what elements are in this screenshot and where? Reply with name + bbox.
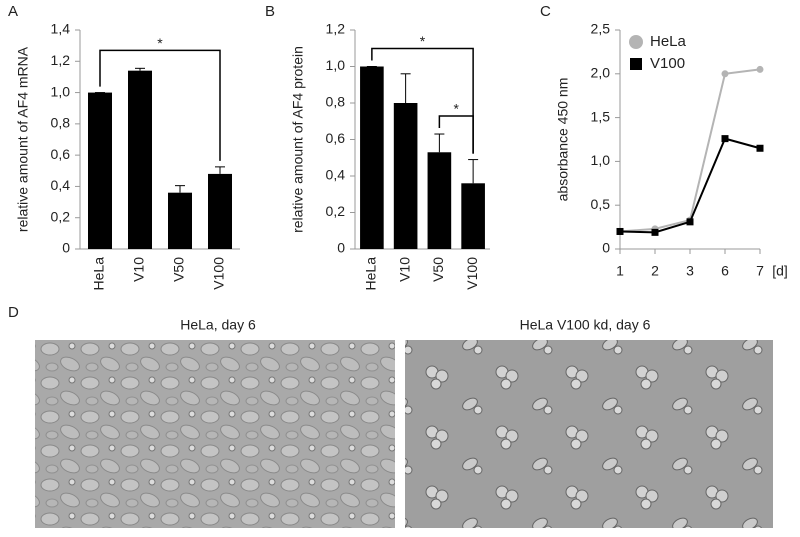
line-marker (651, 228, 659, 236)
x-tick-label: 1 (616, 263, 624, 279)
x-tick-label: HeLa (91, 257, 107, 291)
y-tick-label: 0,4 (326, 167, 346, 183)
significance-bracket (438, 115, 474, 154)
y-tick-label: 2,5 (591, 21, 611, 37)
x-tick-label: HeLa (363, 257, 379, 291)
y-tick-label: 1,0 (326, 57, 346, 73)
significance-bracket (99, 49, 221, 161)
micrograph-hela (35, 340, 395, 528)
x-tick-label: 2 (651, 263, 659, 279)
x-tick-label: 3 (686, 263, 694, 279)
bar (393, 103, 418, 249)
line-marker (616, 227, 624, 235)
image-caption: HeLa V100 kd, day 6 (520, 317, 651, 333)
y-tick-label: 0,6 (326, 130, 346, 146)
bar (461, 183, 485, 249)
y-tick-label: 1,4 (51, 21, 71, 37)
y-tick-label: 1,5 (591, 108, 611, 124)
y-tick-label: 1,0 (591, 152, 611, 168)
bar (168, 192, 192, 249)
legend-label: V100 (650, 55, 685, 72)
y-tick-label: 0 (62, 240, 70, 256)
line-series (619, 68, 761, 233)
legend-label: HeLa (650, 33, 687, 50)
x-tick-label: V10 (131, 257, 147, 282)
y-tick-label: 0,8 (326, 94, 346, 110)
significance-label: * (157, 35, 163, 51)
bar (88, 92, 112, 249)
x-tick-label: 6 (721, 263, 729, 279)
y-tick-label: 1,0 (51, 83, 71, 99)
x-tick-label: V100 (211, 257, 227, 290)
significance-label: * (454, 101, 460, 117)
y-tick-label: 0 (337, 240, 345, 256)
legend-marker (629, 35, 643, 49)
line-marker (721, 135, 729, 143)
line-marker (756, 144, 764, 152)
y-tick-label: 2,0 (591, 65, 611, 81)
x-tick-label: V10 (396, 257, 412, 282)
y-tick-label: 0,6 (51, 146, 71, 162)
y-tick-label: 0,2 (326, 203, 346, 219)
line-marker (721, 70, 729, 78)
line-marker (686, 218, 694, 226)
micrograph-v100 (405, 340, 773, 528)
x-tick-label: 7 (756, 263, 764, 279)
panel-label: C (540, 3, 551, 20)
y-tick-label: 0 (602, 240, 610, 256)
bar (128, 70, 152, 250)
line-marker (756, 65, 764, 73)
y-tick-label: 0,5 (591, 196, 611, 212)
y-axis-label: absorbance 450 nm (555, 78, 571, 202)
image-caption: HeLa, day 6 (180, 317, 256, 333)
bar (360, 66, 384, 249)
y-tick-label: 0,4 (51, 177, 71, 193)
y-tick-label: 0,2 (51, 208, 71, 224)
panel-label: D (8, 304, 19, 321)
y-tick-label: 0,8 (51, 115, 71, 131)
y-axis-label: relative amount of AF4 protein (290, 46, 306, 233)
x-tick-label: V100 (464, 257, 480, 290)
x-tick-label: V50 (430, 257, 446, 282)
y-tick-label: 1,2 (326, 21, 346, 37)
y-axis-label: relative amount of AF4 mRNA (15, 46, 31, 232)
bar (427, 152, 452, 249)
panel-label: A (8, 3, 18, 20)
bar (208, 173, 232, 249)
legend-marker (630, 58, 642, 70)
significance-label: * (420, 33, 426, 49)
significance-bracket (371, 47, 474, 154)
x-axis-unit: [d] (772, 263, 788, 279)
panel-label: B (265, 3, 275, 20)
y-tick-label: 1,2 (51, 52, 71, 68)
x-tick-label: V50 (171, 257, 187, 282)
